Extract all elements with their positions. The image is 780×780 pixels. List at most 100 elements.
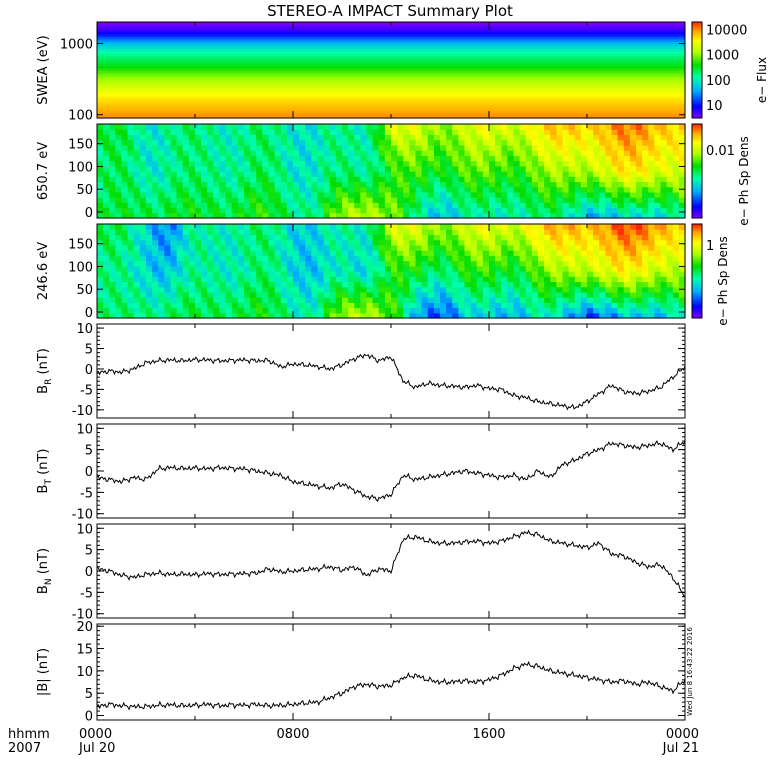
pad246-cell (213, 302, 221, 309)
pad650-cell (678, 144, 686, 151)
pad650-cell (636, 124, 643, 130)
pad246-cell (146, 234, 153, 241)
pad246-cell (305, 265, 312, 272)
pad650-cell (170, 207, 178, 214)
pad246-cell (574, 244, 582, 251)
pad246-cell (280, 297, 288, 303)
pad650-cell (415, 144, 423, 151)
pad650-cell (293, 186, 300, 193)
pad650-cell (415, 176, 423, 183)
pad650-cell (244, 155, 251, 162)
pad650-cell (366, 197, 374, 203)
pad650-cell (660, 176, 668, 183)
pad246-cell (672, 265, 680, 272)
pad246-cell (409, 224, 417, 230)
pad650-cell (409, 155, 417, 162)
pad246-cell (225, 312, 233, 319)
pad650-cell (648, 197, 655, 203)
pad246-cell (513, 255, 521, 262)
pad650-cell (446, 165, 453, 172)
pad246-cell (458, 291, 466, 298)
pad246-cell (188, 286, 196, 293)
pad246-cell (231, 286, 239, 293)
pad650-cell (342, 191, 349, 198)
pad246-cell (623, 271, 631, 277)
pad246-cell (458, 312, 466, 319)
pad246-cell (133, 276, 141, 283)
pad246-cell (458, 286, 466, 293)
pad650-cell (237, 165, 245, 172)
pad246-cell (562, 286, 570, 293)
pad246-cell (587, 307, 594, 314)
pad246-cell (231, 239, 239, 246)
pad650-cell (348, 134, 355, 141)
pad246-cell (452, 297, 459, 303)
pad650-cell (427, 134, 435, 141)
pad246-cell (207, 297, 214, 303)
pad246-cell (391, 286, 398, 293)
pad650-cell (464, 207, 472, 214)
pad650-cell (678, 202, 686, 209)
pad246-cell (354, 255, 361, 262)
pad246-cell (121, 224, 129, 230)
pad246-cell (256, 229, 263, 236)
pad650-cell (152, 191, 159, 198)
pad246-cell (146, 276, 153, 283)
pad246-cell (562, 255, 570, 262)
pad650-cell (648, 176, 655, 183)
pad246-cell (372, 239, 380, 246)
pad246-cell (556, 244, 564, 251)
pad650-cell (323, 160, 331, 167)
pad246-cell (244, 260, 251, 267)
pad246-cell (335, 297, 343, 303)
pad650-cell (513, 171, 521, 177)
pad246-cell (678, 224, 686, 230)
pad650-cell (103, 186, 110, 193)
pad650-cell (489, 207, 496, 214)
pad650-cell (495, 212, 502, 219)
pad246-cell (531, 260, 539, 267)
pad650-cell (531, 124, 539, 130)
pad650-cell (580, 202, 588, 209)
pad246-cell (133, 255, 141, 262)
pad246-cell (421, 244, 429, 251)
pad246-cell (152, 250, 159, 256)
pad650-cell (305, 207, 312, 214)
pad246-cell (666, 286, 674, 293)
pad650-cell (354, 197, 361, 203)
pad650-cell (672, 155, 680, 162)
pad246-cell (544, 234, 551, 241)
pad246-cell (182, 307, 190, 314)
pad650-cell (538, 181, 545, 188)
pad650-cell (262, 150, 270, 156)
pad246-cell (636, 229, 643, 236)
pad246-cell (342, 302, 349, 309)
pad650-cell (409, 202, 417, 209)
pad246-cell (593, 255, 600, 262)
pad246-cell (409, 312, 417, 319)
pad650-cell (378, 186, 386, 193)
pad246-cell (219, 281, 227, 288)
pad246-cell (458, 255, 466, 262)
pad246-cell (599, 281, 606, 288)
pad246-cell (482, 276, 490, 283)
pad650-cell (605, 155, 613, 162)
pad650-cell (231, 129, 239, 136)
pad246-cell (433, 244, 441, 251)
pad246-cell (225, 229, 233, 236)
pad246-cell (666, 312, 674, 319)
pad246-cell (133, 265, 141, 272)
pad650-cell (201, 139, 208, 146)
pad246-cell (201, 265, 208, 272)
pad246-cell (103, 281, 110, 288)
pad246-cell (476, 276, 484, 283)
pad246-cell (391, 312, 398, 319)
pad650-cell (188, 155, 196, 162)
pad246-cell (109, 276, 116, 283)
pad650-cell (274, 176, 282, 183)
pad650-cell (188, 202, 196, 209)
pad650-cell (115, 181, 123, 188)
pad246-cell (201, 239, 208, 246)
pad650-cell (366, 207, 374, 214)
